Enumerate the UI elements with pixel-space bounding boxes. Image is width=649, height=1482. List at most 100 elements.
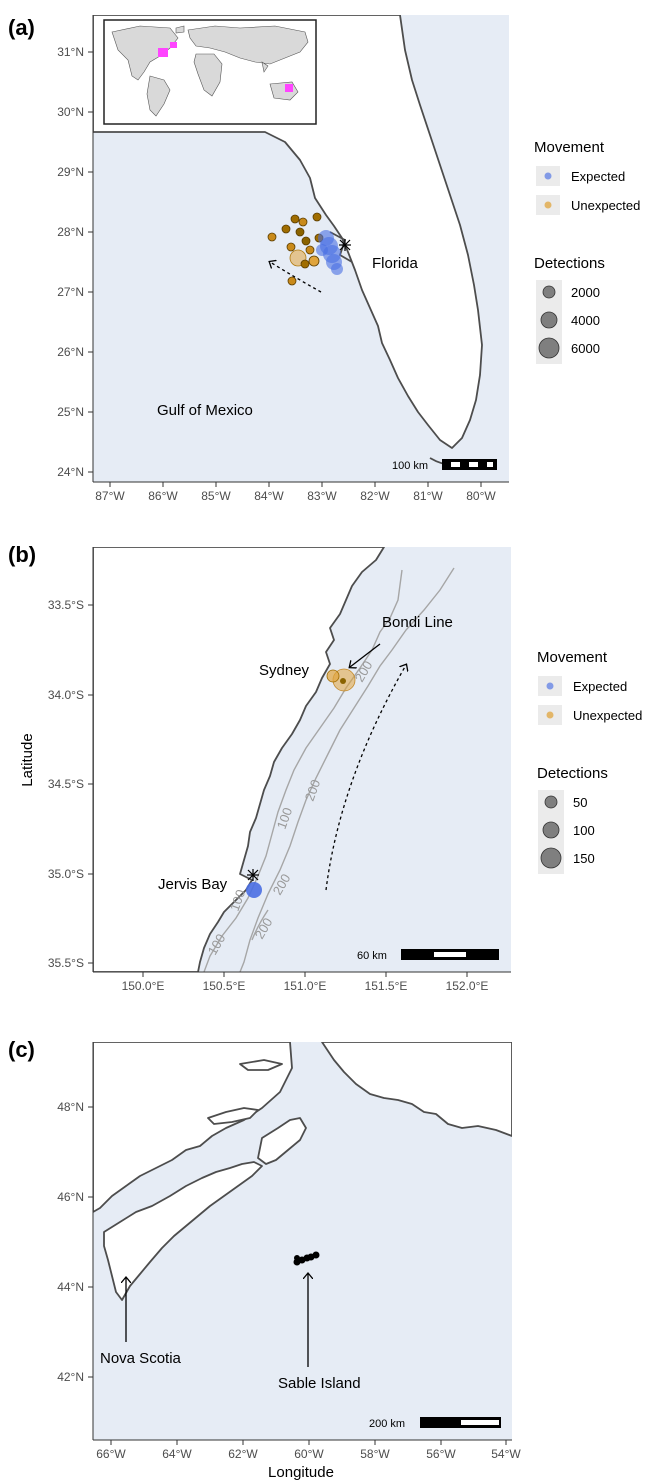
detection-point [281,224,291,234]
contour-label: 100 [227,888,249,914]
legend-expected-label: Expected [573,679,627,694]
panel-a-expected-points [316,230,343,275]
detection-point [305,245,315,255]
panel-b: (b) 100 100 100 200 200 200 200 [8,542,642,993]
release-marker [247,869,259,881]
tick-label: 30°N [57,105,84,119]
tick-label: 150.0°E [122,979,165,993]
tick-label: 84°W [254,489,284,503]
panel-c-lon-axis: 66°W 64°W 62°W 60°W 58°W 56°W 54°W [96,1440,521,1461]
legend-size-large [538,337,560,359]
tick-label: 152.0°E [446,979,489,993]
tick-label: 34.0°S [48,688,84,702]
release-marker [339,239,351,251]
contour-label: 200 [302,778,324,804]
panel-b-scale-bar: 60 km [357,949,499,962]
detection-point [331,263,343,275]
detection-point [312,1251,320,1259]
tick-label: 60°W [294,1447,324,1461]
tick-label: 48°N [57,1100,84,1114]
legend-detections-title: Detections [534,255,605,272]
panel-b-label: (b) [8,542,36,567]
panel-a: (a) [8,15,640,503]
inset-highlight-nova-scotia [170,42,177,48]
panel-c-lat-axis: 48°N 46°N 44°N 42°N [57,1100,93,1384]
panel-c-scale-label: 200 km [369,1418,405,1430]
detection-point [286,242,296,252]
detection-point [308,255,320,267]
panel-b-scale-label: 60 km [357,950,387,962]
contour-200 [239,567,455,972]
panel-a-scale-label: 100 km [392,460,428,472]
tick-label: 28°N [57,225,84,239]
tick-label: 56°W [426,1447,456,1461]
panel-c-points [293,1251,320,1266]
world-inset [103,19,317,125]
detection-point [295,227,305,237]
tick-label: 54°W [491,1447,521,1461]
nsw-land [93,547,385,972]
tick-label: 42°N [57,1370,84,1384]
tick-label: 62°W [228,1447,258,1461]
legend-size-small [544,795,558,809]
tick-label: 29°N [57,165,84,179]
detection-point [301,236,311,246]
tick-label: 25°N [57,405,84,419]
contour-100 [203,569,403,972]
tick-label: 27°N [57,285,84,299]
panel-b-legend: Movement Expected Unexpected Detections … [537,649,642,874]
tick-label: 151.5°E [365,979,408,993]
legend-detections-title: Detections [537,765,608,782]
detection-point [298,217,308,227]
florida-label: Florida [372,255,419,272]
pei-land [207,1107,259,1125]
mainland-land [93,1042,293,1213]
legend-expected-swatch [544,172,552,180]
legend-size-label: 4000 [571,313,600,328]
legend-movement-title: Movement [534,139,605,156]
tick-label: 81°W [413,489,443,503]
contour-label: 100 [274,806,296,832]
cape-breton-land [257,1117,307,1165]
tick-label: 58°W [360,1447,390,1461]
legend-unexpected-swatch [546,711,554,719]
legend-size-large [540,847,562,869]
tick-label: 35.5°S [48,956,84,970]
detection-point [340,678,346,684]
panel-b-unexpected-points [326,668,356,692]
legend-unexpected-label: Unexpected [571,198,640,213]
detection-point [267,232,277,242]
detection-point [294,1255,300,1261]
legend-size-label: 6000 [571,341,600,356]
legend-size-medium [542,821,560,839]
legend-size-label: 150 [573,851,595,866]
newfoundland-land [321,1042,512,1137]
sydney-label: Sydney [259,662,310,679]
legend-size-label: 50 [573,795,587,810]
tick-label: 24°N [57,465,84,479]
gulf-label: Gulf of Mexico [157,402,253,419]
tick-label: 46°N [57,1190,84,1204]
bondi-line-label: Bondi Line [382,614,453,631]
anticosti-land [239,1059,283,1071]
tick-label: 44°N [57,1280,84,1294]
detection-point [246,882,262,898]
tick-label: 35.0°S [48,867,84,881]
tick-label: 83°W [307,489,337,503]
tick-label: 87°W [95,489,125,503]
detection-point [287,276,297,286]
tick-label: 86°W [148,489,178,503]
x-axis-title: Longitude [268,1464,334,1481]
tick-label: 85°W [201,489,231,503]
tick-label: 33.5°S [48,598,84,612]
detection-point [312,212,322,222]
legend-size-label: 100 [573,823,595,838]
detection-point [316,244,328,256]
tick-label: 150.5°E [203,979,246,993]
inset-highlight-florida [158,48,168,57]
detection-point [300,259,310,269]
tick-label: 64°W [162,1447,192,1461]
legend-size-medium [540,311,558,329]
tick-label: 151.0°E [284,979,327,993]
bondi-pointer-arrow [350,643,381,667]
